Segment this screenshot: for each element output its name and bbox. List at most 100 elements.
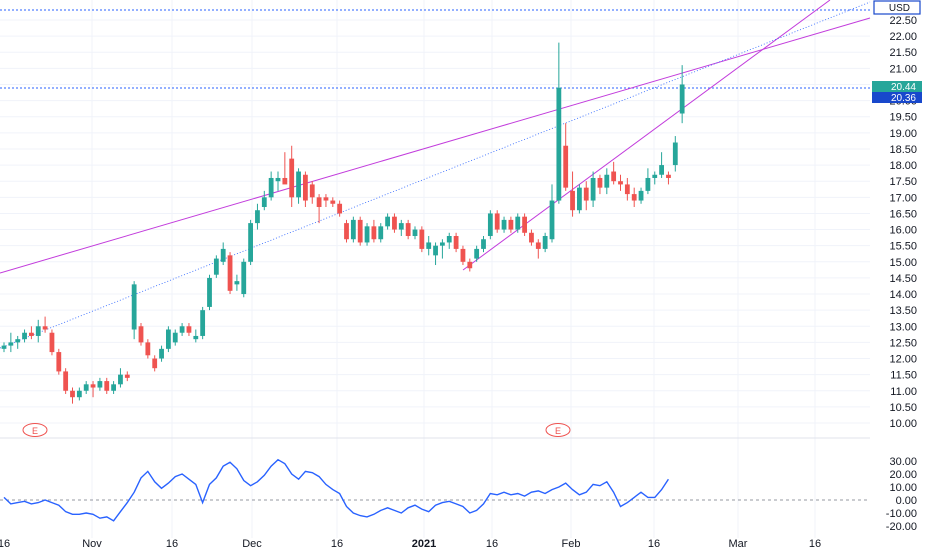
candle-body <box>357 219 363 243</box>
candle <box>645 168 651 195</box>
candle-body <box>56 352 62 372</box>
candle <box>213 255 219 278</box>
candle-body <box>22 332 27 340</box>
candle-body <box>83 384 89 391</box>
candle <box>549 184 555 243</box>
candle-body <box>487 213 493 237</box>
candle-body <box>481 239 486 249</box>
candle-body <box>186 326 192 333</box>
time-axis-tick: 16 <box>809 538 821 550</box>
price-axis[interactable]: 22.5022.0021.5021.0020.5020.0019.5019.00… <box>889 15 917 430</box>
candle <box>248 219 253 266</box>
time-axis-tick: 16 <box>648 538 660 550</box>
candle-body <box>29 332 34 336</box>
candle <box>583 181 589 211</box>
oscillator-axis-tick: 30.00 <box>889 456 917 468</box>
earnings-marker-2-label: E <box>555 426 561 436</box>
candle <box>433 242 438 266</box>
candle <box>104 377 110 394</box>
candle-body <box>111 384 116 391</box>
price-marker-up-label: 20.44 <box>891 82 916 93</box>
candle <box>207 274 212 311</box>
candle <box>679 65 685 124</box>
currency-badge[interactable]: USD <box>873 0 921 15</box>
candle-body <box>316 197 322 207</box>
candle <box>35 319 41 343</box>
earnings-marker-2[interactable]: E <box>545 423 571 437</box>
candle <box>556 42 562 204</box>
price-axis-tick: 22.00 <box>889 31 917 43</box>
candle <box>412 226 418 240</box>
candle-body <box>364 226 370 243</box>
price-axis-tick: 16.50 <box>889 208 917 220</box>
candle-body <box>453 236 459 249</box>
earnings-marker-1-label: E <box>32 426 38 436</box>
candle-body <box>474 248 480 259</box>
price-axis-tick: 19.00 <box>889 128 917 140</box>
candle-body <box>172 332 178 343</box>
candle <box>70 387 75 404</box>
candle-body <box>604 174 610 188</box>
candle <box>357 216 363 246</box>
candle-body <box>440 242 445 246</box>
candle-body <box>1 345 7 349</box>
candle-body <box>515 216 521 230</box>
candle-body <box>433 245 438 256</box>
candle-body <box>611 171 617 182</box>
candle <box>296 168 301 204</box>
candle <box>234 274 240 291</box>
candle-body <box>90 384 96 388</box>
candle-body <box>104 381 110 391</box>
candle <box>446 232 452 249</box>
candle-body <box>200 310 206 336</box>
trend-line-long[interactable] <box>0 17 871 274</box>
candle-body <box>679 84 685 114</box>
candle-body <box>597 177 603 188</box>
candle <box>166 326 171 353</box>
time-axis-tick: 16 <box>486 538 498 550</box>
candle-body <box>419 229 425 249</box>
price-axis-tick: 10.00 <box>889 418 917 430</box>
time-axis-tick: 2021 <box>412 538 436 550</box>
candle <box>460 245 466 266</box>
time-axis-tick: Feb <box>562 538 581 550</box>
candle <box>42 316 48 333</box>
candle <box>323 194 329 207</box>
candle-body <box>542 236 548 249</box>
candle-body <box>529 232 534 243</box>
time-axis[interactable]: 16 Nov 16 Dec 16 2021 16 Feb 16 Mar 16 <box>0 538 821 550</box>
candle-body <box>460 248 466 262</box>
candle-body <box>255 210 260 224</box>
candle-body <box>624 184 630 195</box>
price-marker-last: 20.36 <box>872 92 922 104</box>
candle <box>440 239 445 259</box>
candle-body <box>138 326 144 343</box>
candle <box>138 323 144 346</box>
candle <box>282 152 288 185</box>
candle <box>159 345 164 362</box>
oscillator-axis-tick: -10.00 <box>886 508 917 520</box>
candle-body <box>268 177 274 198</box>
candle <box>63 368 69 394</box>
candle-body <box>296 171 301 198</box>
candle <box>672 136 678 172</box>
candle <box>344 219 349 243</box>
candle-body <box>618 181 623 185</box>
candle-body <box>166 329 171 349</box>
candle <box>405 219 411 240</box>
earnings-marker-1[interactable]: E <box>22 423 48 437</box>
candle-body <box>63 371 69 391</box>
candle-body <box>412 229 418 237</box>
candle <box>570 171 575 217</box>
candle-body <box>570 190 575 211</box>
candle <box>666 171 671 185</box>
candle <box>131 281 137 340</box>
price-axis-tick: 11.50 <box>890 370 917 382</box>
time-axis-tick: Dec <box>242 538 262 550</box>
candle <box>220 242 226 266</box>
candle-body <box>371 226 377 240</box>
candle <box>611 161 617 185</box>
price-axis-tick: 17.00 <box>889 192 917 204</box>
